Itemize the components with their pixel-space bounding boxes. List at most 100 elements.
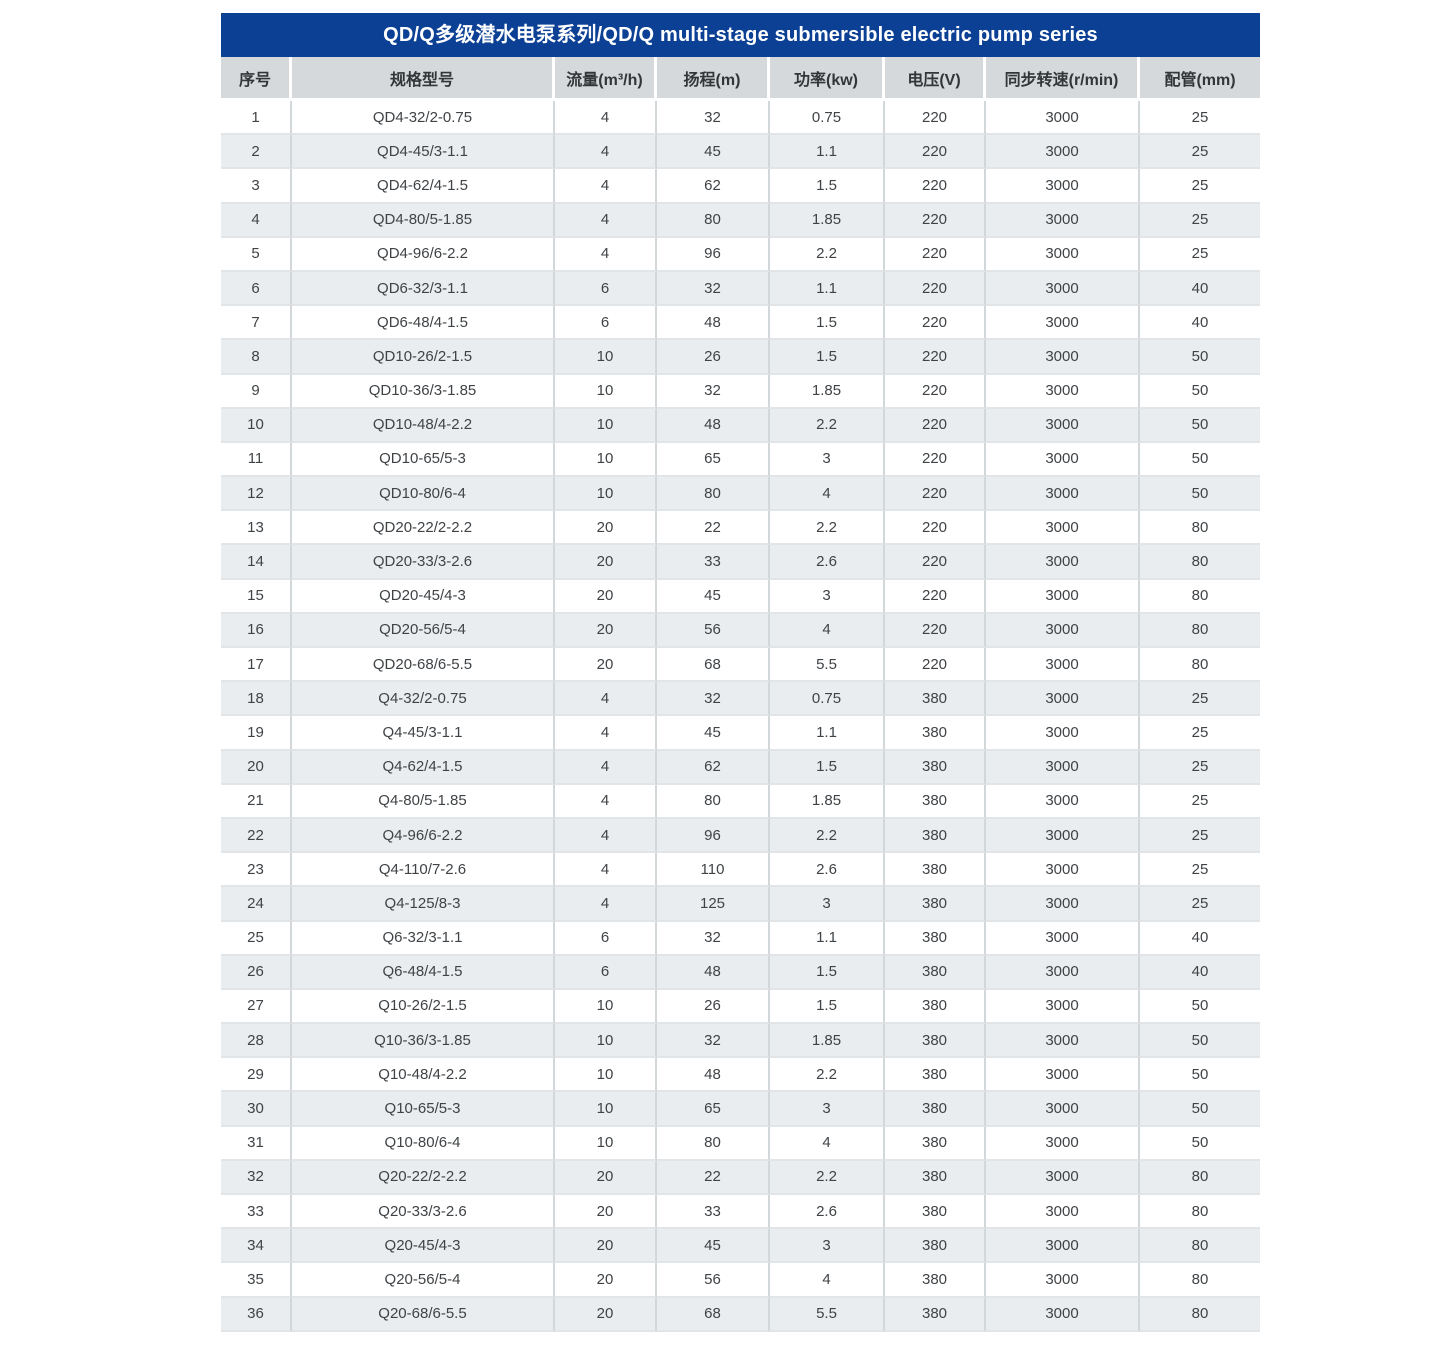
table-cell: 50 bbox=[1140, 989, 1260, 1025]
table-cell: QD10-80/6-4 bbox=[292, 477, 555, 512]
table-cell: 25 bbox=[221, 921, 292, 956]
table-cell: 2.6 bbox=[770, 853, 885, 888]
table-cell: 5.5 bbox=[770, 648, 885, 683]
table-cell: 62 bbox=[657, 750, 770, 785]
table-row: 15 QD20-45/4-3 20 45 3 220 3000 80 bbox=[221, 579, 1260, 614]
table-row: 8 QD10-26/2-1.5 10 26 1.5 220 3000 50 bbox=[221, 340, 1260, 375]
table-row: 36 Q20-68/6-5.5 20 68 5.5 380 3000 80 bbox=[221, 1297, 1260, 1332]
table-cell: QD10-26/2-1.5 bbox=[292, 340, 555, 375]
table-cell: 25 bbox=[1140, 169, 1260, 204]
table-cell: 14 bbox=[221, 545, 292, 580]
table-cell: 2.2 bbox=[770, 511, 885, 546]
table-cell: 17 bbox=[221, 648, 292, 683]
table-cell: 4 bbox=[555, 716, 657, 751]
table-cell: 3 bbox=[770, 887, 885, 922]
table-cell: 4 bbox=[555, 203, 657, 238]
table-cell: 3000 bbox=[986, 1092, 1140, 1127]
table-cell: 25 bbox=[1140, 682, 1260, 717]
table-cell: 45 bbox=[657, 135, 770, 170]
table-row: 10 QD10-48/4-2.2 10 48 2.2 220 3000 50 bbox=[221, 408, 1260, 443]
table-cell: 3 bbox=[770, 579, 885, 614]
table-cell: 80 bbox=[657, 477, 770, 512]
table-cell: 50 bbox=[1140, 442, 1260, 478]
table-cell: 20 bbox=[555, 1263, 657, 1298]
table-cell: 220 bbox=[885, 477, 986, 512]
table-cell: 380 bbox=[885, 716, 986, 751]
table-cell: 3000 bbox=[986, 921, 1140, 956]
table-cell: 4 bbox=[770, 477, 885, 512]
table-cell: 3000 bbox=[986, 716, 1140, 751]
column-header-6: 同步转速(r/min) bbox=[986, 57, 1140, 101]
table-cell: 32 bbox=[657, 101, 770, 136]
table-row: 2 QD4-45/3-1.1 4 45 1.1 220 3000 25 bbox=[221, 135, 1260, 170]
table-cell: 4 bbox=[555, 169, 657, 204]
table-cell: 220 bbox=[885, 613, 986, 648]
table-row: 31 Q10-80/6-4 10 80 4 380 3000 50 bbox=[221, 1126, 1260, 1161]
table-cell: 22 bbox=[657, 1160, 770, 1195]
table-cell: 3000 bbox=[986, 579, 1140, 614]
table-cell: 1.5 bbox=[770, 340, 885, 375]
table-cell: 0.75 bbox=[770, 101, 885, 136]
table-cell: 5.5 bbox=[770, 1297, 885, 1332]
table-cell: 35 bbox=[221, 1263, 292, 1298]
table-cell: QD4-96/6-2.2 bbox=[292, 237, 555, 272]
table-cell: 65 bbox=[657, 1092, 770, 1127]
table-cell: Q4-80/5-1.85 bbox=[292, 784, 555, 819]
table-cell: 220 bbox=[885, 442, 986, 478]
table-cell: 6 bbox=[555, 921, 657, 956]
table-cell: 20 bbox=[555, 1297, 657, 1332]
table-cell: 48 bbox=[657, 1058, 770, 1093]
table-cell: 380 bbox=[885, 1229, 986, 1264]
table-cell: 24 bbox=[221, 887, 292, 922]
table-cell: 380 bbox=[885, 853, 986, 888]
table-cell: 40 bbox=[1140, 921, 1260, 956]
table-cell: 25 bbox=[1140, 237, 1260, 272]
table-cell: 33 bbox=[657, 1195, 770, 1230]
table-cell: QD4-32/2-0.75 bbox=[292, 101, 555, 136]
table-cell: 5 bbox=[221, 237, 292, 272]
table-cell: Q20-22/2-2.2 bbox=[292, 1160, 555, 1195]
table-row: 5 QD4-96/6-2.2 4 96 2.2 220 3000 25 bbox=[221, 237, 1260, 272]
table-cell: 3 bbox=[221, 169, 292, 204]
table-row: 19 Q4-45/3-1.1 4 45 1.1 380 3000 25 bbox=[221, 716, 1260, 751]
table-row: 21 Q4-80/5-1.85 4 80 1.85 380 3000 25 bbox=[221, 784, 1260, 819]
table-cell: 1.85 bbox=[770, 203, 885, 238]
table-cell: 4 bbox=[555, 853, 657, 888]
table-cell: 32 bbox=[657, 271, 770, 307]
table-row: 1 QD4-32/2-0.75 4 32 0.75 220 3000 25 bbox=[221, 101, 1260, 136]
table-cell: 16 bbox=[221, 613, 292, 648]
column-header-1: 规格型号 bbox=[292, 57, 555, 101]
table-cell: 3000 bbox=[986, 1126, 1140, 1161]
table-cell: 10 bbox=[555, 340, 657, 375]
table-cell: 10 bbox=[555, 374, 657, 409]
table-cell: 380 bbox=[885, 921, 986, 956]
table-cell: 1.5 bbox=[770, 169, 885, 204]
table-cell: QD4-62/4-1.5 bbox=[292, 169, 555, 204]
table-cell: 80 bbox=[1140, 648, 1260, 683]
table-cell: 4 bbox=[221, 203, 292, 238]
table-cell: 80 bbox=[1140, 579, 1260, 614]
table-cell: 220 bbox=[885, 306, 986, 341]
table-row: 32 Q20-22/2-2.2 20 22 2.2 380 3000 80 bbox=[221, 1160, 1260, 1195]
table-row: 29 Q10-48/4-2.2 10 48 2.2 380 3000 50 bbox=[221, 1058, 1260, 1093]
table-cell: 10 bbox=[555, 1024, 657, 1059]
table-cell: 0.75 bbox=[770, 682, 885, 717]
table-cell: 3000 bbox=[986, 750, 1140, 785]
table-cell: 40 bbox=[1140, 271, 1260, 307]
table-cell: 40 bbox=[1140, 306, 1260, 341]
table-cell: QD20-45/4-3 bbox=[292, 579, 555, 614]
table-cell: 20 bbox=[555, 648, 657, 683]
table-cell: 220 bbox=[885, 101, 986, 136]
table-cell: 50 bbox=[1140, 374, 1260, 409]
table-cell: 220 bbox=[885, 579, 986, 614]
table-cell: 19 bbox=[221, 716, 292, 751]
table-cell: 380 bbox=[885, 887, 986, 922]
table-cell: Q20-68/6-5.5 bbox=[292, 1297, 555, 1332]
table-cell: 7 bbox=[221, 306, 292, 341]
table-cell: 25 bbox=[1140, 135, 1260, 170]
table-cell: 380 bbox=[885, 1024, 986, 1059]
table-row: 30 Q10-65/5-3 10 65 3 380 3000 50 bbox=[221, 1092, 1260, 1127]
table-row: 35 Q20-56/5-4 20 56 4 380 3000 80 bbox=[221, 1263, 1260, 1298]
table-cell: 4 bbox=[555, 682, 657, 717]
table-cell: 20 bbox=[555, 1195, 657, 1230]
